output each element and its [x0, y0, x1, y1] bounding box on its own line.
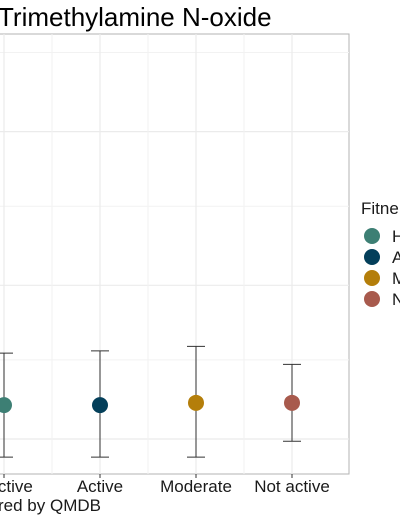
data-point	[188, 394, 204, 411]
legend-key	[364, 228, 380, 244]
x-tick-label: y active	[0, 477, 33, 496]
legend-label: M	[392, 269, 400, 288]
legend-label: A	[392, 248, 400, 267]
data-point	[92, 397, 108, 414]
x-axis-label: red by QMDB	[0, 496, 101, 515]
legend-item: H	[364, 227, 400, 246]
legend-title: Fitne	[361, 199, 399, 218]
legend-item: M	[364, 269, 400, 288]
legend-key	[364, 270, 380, 286]
data-point	[0, 397, 12, 414]
x-tick-label: Not active	[254, 477, 330, 496]
x-tick-label: Moderate	[160, 477, 232, 496]
legend-label: N	[392, 290, 400, 309]
legend-item: A	[364, 248, 400, 267]
legend-key	[364, 249, 380, 265]
x-tick-label: Active	[77, 477, 123, 496]
x-tick-labels: y active Active Moderate Not active	[0, 474, 330, 496]
legend-label: H	[392, 227, 400, 246]
data-points	[0, 394, 300, 414]
chart-title: Trimethylamine N-oxide	[0, 2, 272, 32]
data-point	[284, 394, 300, 411]
legend-item: N	[364, 290, 400, 309]
legend-key	[364, 291, 380, 307]
